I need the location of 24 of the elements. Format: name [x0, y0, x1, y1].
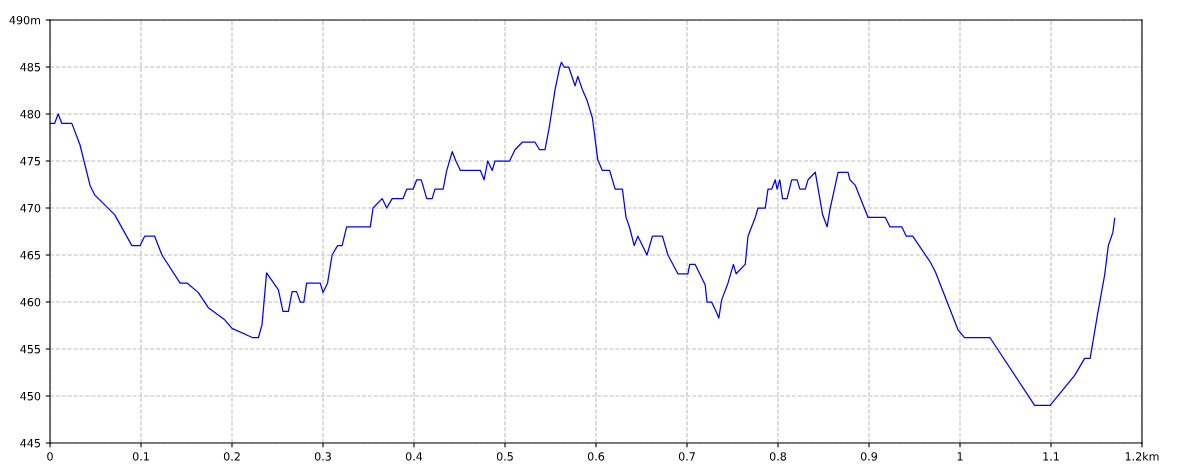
x-tick-label: 0.2: [223, 452, 240, 461]
x-tick-label: 0: [47, 452, 53, 461]
x-tick-label: 0.1: [132, 452, 149, 461]
x-tick-label: 0.6: [587, 452, 605, 461]
y-tick-label: 450: [20, 391, 41, 401]
x-tick-label: 0.7: [678, 452, 695, 461]
y-tick-label: 470: [20, 203, 41, 213]
y-tick-label: 485: [20, 62, 40, 72]
x-tick-label: 1.2km: [1125, 452, 1159, 461]
x-tick-label: 0.8: [769, 452, 787, 461]
x-tick-label: 0.3: [314, 452, 331, 461]
y-tick-label: 455: [20, 345, 40, 354]
x-tick-label: 1: [957, 452, 963, 461]
y-tick-label: 490m: [9, 15, 41, 25]
x-tick-label: 0.9: [860, 452, 878, 461]
x-tick-label: 0.4: [405, 452, 423, 461]
y-tick-label: 460: [20, 297, 41, 307]
y-tick-label: 480: [20, 109, 41, 119]
x-tick-label: 0.5: [496, 452, 513, 461]
y-tick-label: 475: [20, 157, 40, 166]
line-series: [50, 61, 1116, 407]
y-tick-label: 445: [20, 439, 40, 448]
x-tick-label: 1.1: [1043, 452, 1059, 461]
y-tick-label: 465: [20, 250, 40, 260]
